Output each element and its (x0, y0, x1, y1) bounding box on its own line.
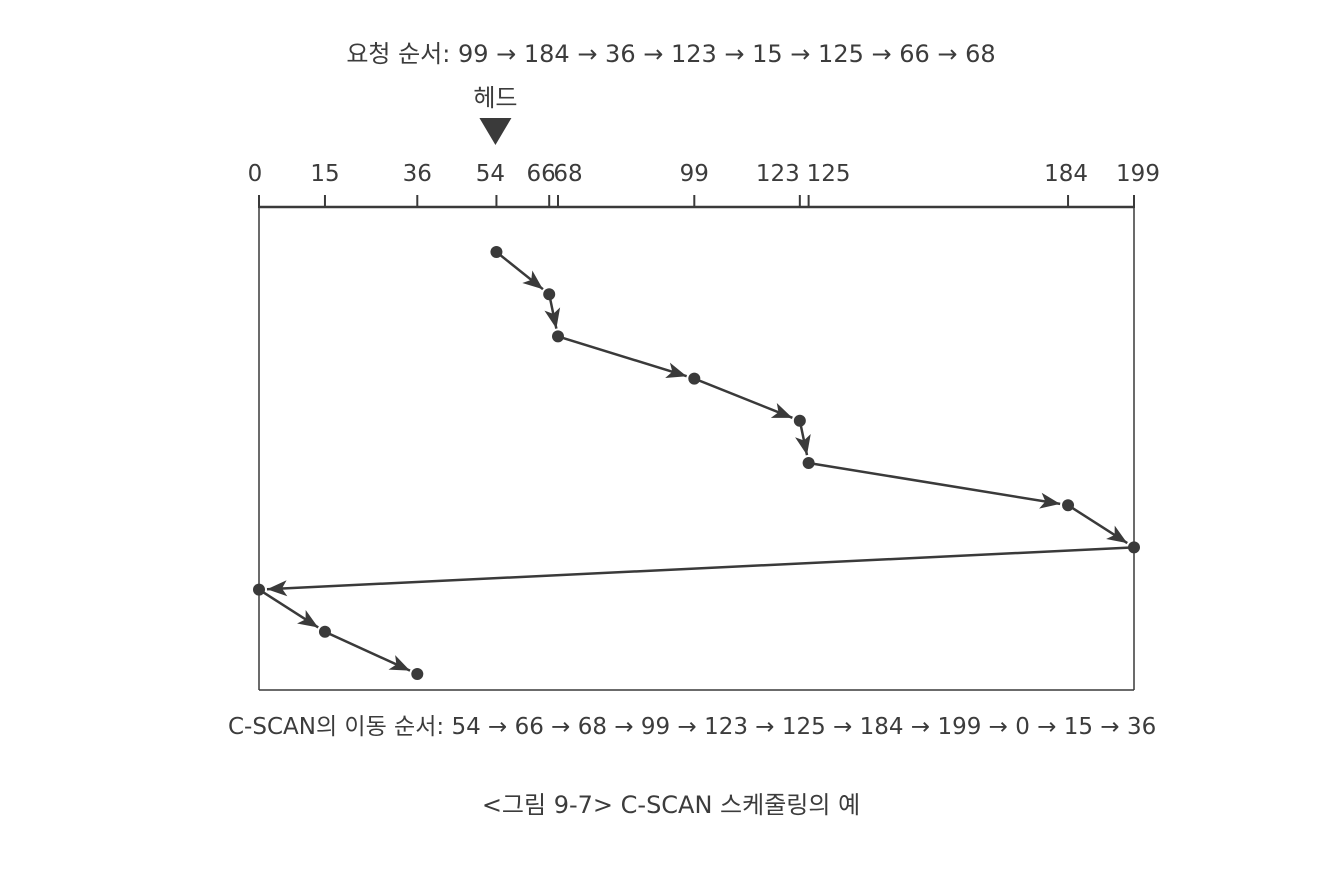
movement-segment-15-to-36 (324, 630, 411, 672)
movement-point-68 (551, 330, 564, 343)
movement-point-123 (793, 414, 806, 427)
head-label: 헤드 (473, 84, 517, 112)
axis-tick-label-0: 0 (248, 161, 263, 187)
arrowhead-icon (297, 609, 319, 628)
arrowhead-icon (522, 270, 543, 290)
movement-point-54 (490, 246, 503, 258)
axis-tick-label-36: 36 (403, 161, 432, 187)
movement-point-0 (253, 583, 265, 596)
movement-segment-68-to-99 (557, 335, 688, 378)
axis-tick-label-184: 184 (1044, 161, 1088, 187)
axis-tick-label-125: 125 (807, 161, 851, 187)
arrowhead-icon (388, 655, 411, 671)
head-indicator: 헤드 (473, 84, 518, 145)
movement-point-99 (688, 372, 701, 385)
movement-point-199 (1128, 541, 1140, 554)
arrowhead-icon (665, 362, 687, 378)
movement-point-15 (318, 625, 331, 638)
arrowhead-icon (266, 580, 288, 597)
movement-point-184 (1062, 499, 1075, 512)
movement-segment-199-to-0 (266, 546, 1135, 591)
axis-tick-label-199: 199 (1116, 161, 1160, 187)
axis-tick-label-99: 99 (680, 161, 709, 187)
axis-tick-label-68: 68 (553, 161, 582, 187)
movement-segment-125-to-184 (808, 461, 1061, 506)
arrowhead-icon (544, 307, 561, 329)
arrowhead-icon (1106, 525, 1128, 544)
figure-caption: <그림 9-7> C-SCAN 스케줄링의 예 (481, 791, 861, 819)
axis-tick-label-15: 15 (310, 161, 339, 187)
head-movement-path (258, 251, 1135, 672)
request-order-text: 요청 순서: 99 → 184 → 36 → 123 → 15 → 125 → … (346, 40, 996, 68)
axis-tick-label-66: 66 (527, 161, 556, 187)
head-triangle-icon (479, 118, 512, 145)
diagram-frame (258, 207, 1135, 691)
movement-point-125 (802, 457, 815, 469)
axis-tick-label-123: 123 (756, 161, 800, 187)
arrowhead-icon (770, 402, 793, 418)
movement-point-66 (543, 288, 556, 301)
movement-segment-99-to-123 (693, 377, 793, 419)
axis-tick-label-54: 54 (476, 161, 505, 187)
arrowhead-icon (1039, 492, 1061, 509)
cscan-order-text: C-SCAN의 이동 순서: 54 → 66 → 68 → 99 → 123 →… (228, 714, 1157, 740)
head-movement-points (253, 246, 1140, 680)
arrowhead-icon (795, 433, 811, 456)
movement-point-36 (411, 668, 424, 680)
